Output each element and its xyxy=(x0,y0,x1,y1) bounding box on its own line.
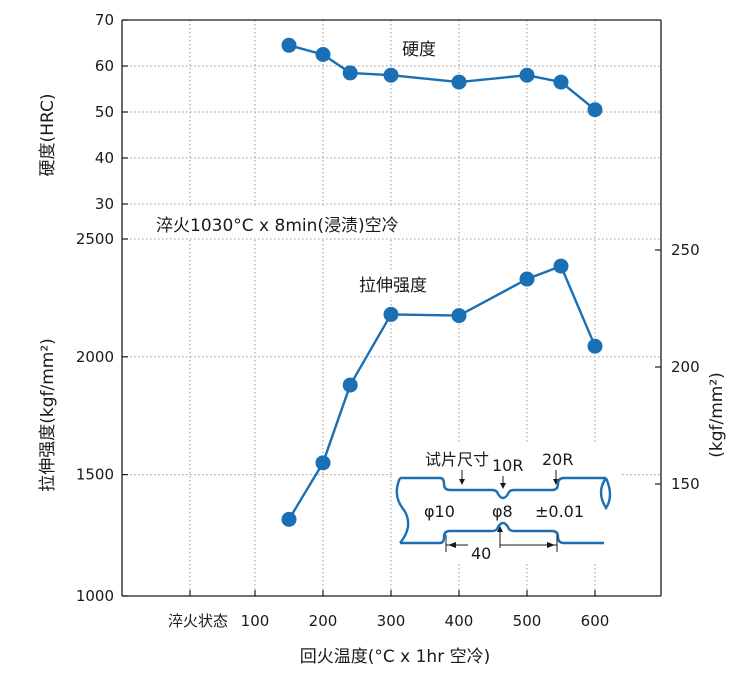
specimen-outline-top xyxy=(400,476,606,500)
dim-arrow-right xyxy=(547,542,555,548)
x-tick-label: 200 xyxy=(309,612,338,630)
hardness-tick-label: 30 xyxy=(95,195,114,213)
hardness-point xyxy=(342,65,358,81)
dim-arrow-left xyxy=(448,542,456,548)
ticks: 30 40 50 60 70 1000 1500 2000 2500 150 200 250 淬火状态 1… xyxy=(76,11,700,630)
specimen-left-break xyxy=(395,477,410,544)
right-axis-label: (kgf/mm²) xyxy=(707,372,727,458)
hardness-tick-label: 70 xyxy=(95,11,114,29)
tensile-tick-label: 1500 xyxy=(76,466,114,484)
condition-note-bg xyxy=(148,208,430,238)
tensile-point xyxy=(451,308,467,324)
tensile-point xyxy=(519,271,535,287)
notch-radius-label: 10R xyxy=(492,456,523,475)
hardness-tick-label: 50 xyxy=(95,103,114,121)
hardness-label-bg xyxy=(396,36,446,60)
length-label: 40 xyxy=(471,544,491,563)
notch-arrowhead xyxy=(500,483,506,489)
tensile-series-label: 拉伸强度 xyxy=(359,276,427,296)
tensile-label-bg xyxy=(352,271,448,297)
tensile-point xyxy=(553,258,569,274)
specimen-title: 试片尺寸 xyxy=(425,450,489,469)
right-tick-label: 150 xyxy=(671,475,700,493)
x-tick-label: 100 xyxy=(241,612,270,630)
x-tick-label: 400 xyxy=(445,612,474,630)
tolerance-label: ±0.01 xyxy=(535,502,584,521)
x-axis-label: 回火温度(°C x 1hr 空冷) xyxy=(300,647,491,667)
hardness-tick-label: 60 xyxy=(95,57,114,75)
hardness-series-label: 硬度 xyxy=(402,40,436,60)
hardness-axis-label: 硬度(HRC) xyxy=(38,94,58,177)
tensile-point xyxy=(281,511,297,527)
x-tick-label: 300 xyxy=(377,612,406,630)
tensile-point xyxy=(587,338,603,354)
hardness-point xyxy=(587,102,603,118)
tensile-point xyxy=(342,377,358,393)
hardness-tick-label: 40 xyxy=(95,149,114,167)
body-diameter-label: φ10 xyxy=(424,502,455,521)
x-tick-label: 500 xyxy=(513,612,542,630)
x-tick-label: 600 xyxy=(581,612,610,630)
notch-diameter-label: φ8 xyxy=(492,502,513,521)
condition-note: 淬火1030°C x 8min(浸渍)空冷 xyxy=(156,216,399,236)
tensile-tick-label: 2500 xyxy=(76,230,114,248)
tensile-axis-label: 拉伸强度(kgf/mm²) xyxy=(38,338,58,492)
right-tick-label: 200 xyxy=(671,358,700,376)
hardness-point xyxy=(553,74,569,90)
title-arrowhead xyxy=(459,479,465,485)
hardness-point xyxy=(451,74,467,90)
x-tick-label: 淬火状态 xyxy=(168,612,228,630)
hardness-point xyxy=(519,67,535,83)
hardness-point xyxy=(383,67,399,83)
shoulder-radius-label: 20R xyxy=(542,450,573,469)
hardness-point xyxy=(315,47,331,62)
dim-arrow-center xyxy=(497,526,503,532)
grid xyxy=(122,20,661,596)
specimen-right-break xyxy=(599,477,612,511)
specimen-outline-bottom xyxy=(400,521,604,545)
hardness-point xyxy=(281,37,297,53)
tensile-point xyxy=(383,306,399,322)
tensile-tick-label: 2000 xyxy=(76,348,114,366)
specimen-diagram: 试片尺寸 10R 20R φ10 φ8 ±0.01 40 xyxy=(392,442,620,564)
tensile-point xyxy=(315,455,331,471)
series xyxy=(281,37,603,527)
right-tick-label: 250 xyxy=(671,241,700,259)
tensile-tick-label: 1000 xyxy=(76,587,114,605)
